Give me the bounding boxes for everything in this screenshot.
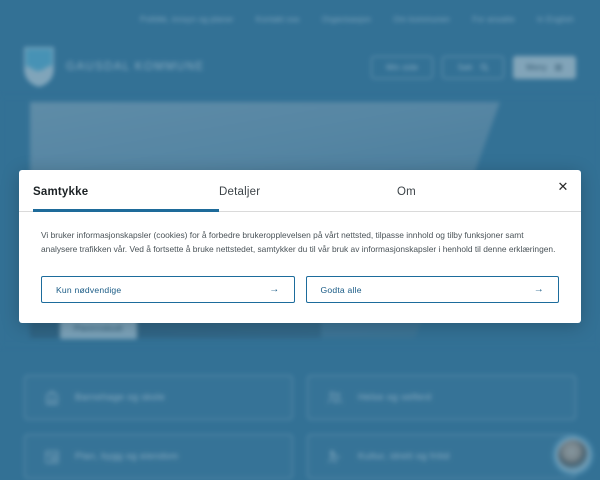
reject-optional-cookies-button[interactable]: Kun nødvendige → xyxy=(41,276,295,304)
brand-name: GAUSDAL KOMMUNE xyxy=(66,61,205,73)
quick-link-label: Helse og velferd xyxy=(358,392,432,403)
quick-link-card-barnehage-og-skole[interactable]: Barnehage og skole xyxy=(24,375,293,420)
quick-link-card-kultur-idrett-og-fritid[interactable]: Kultur, idrett og fritid xyxy=(307,434,576,479)
consent-description: Vi bruker informasjonskapsler (cookies) … xyxy=(41,230,556,254)
accept-button-label: Godta alle xyxy=(320,284,362,295)
hero-pill-label: Planinnsbudt xyxy=(74,324,123,333)
search-label: Søk xyxy=(457,62,473,72)
quick-link-label: Barnehage og skole xyxy=(75,392,165,403)
tab-samtykke[interactable]: Samtykke xyxy=(33,170,219,212)
chat-avatar[interactable] xyxy=(556,438,590,472)
my-page-button[interactable]: Min side xyxy=(371,55,434,79)
my-page-label: Min side xyxy=(386,62,419,72)
close-icon[interactable]: ✕ xyxy=(555,178,571,194)
backpack-icon xyxy=(46,390,58,405)
sports-icon xyxy=(328,450,341,464)
consent-body: Vi bruker informasjonskapsler (cookies) … xyxy=(19,212,581,260)
search-button[interactable]: Søk xyxy=(442,55,505,79)
hamburger-icon xyxy=(555,64,562,70)
accept-all-cookies-button[interactable]: Godta alle → xyxy=(305,276,559,304)
consent-tablist: Samtykke Detaljer Om xyxy=(19,170,581,212)
topnav-link-kontakt[interactable]: Kontakt oss xyxy=(255,14,300,24)
arrow-right-icon: → xyxy=(269,284,280,296)
tab-detaljer[interactable]: Detaljer xyxy=(219,170,397,212)
arrow-right-icon: → xyxy=(533,284,544,296)
people-icon xyxy=(328,391,342,403)
coat-of-arms-icon xyxy=(24,47,54,87)
quick-link-label: Plan, bygg og eiendom xyxy=(75,451,179,462)
quick-link-card-helse-og-velferd[interactable]: Helse og velferd xyxy=(307,375,576,420)
menu-label: Meny xyxy=(526,62,547,72)
consent-actions: Kun nødvendige → Godta alle → xyxy=(19,260,581,323)
brand-logo-link[interactable]: GAUSDAL KOMMUNE xyxy=(24,47,205,87)
quick-link-card-plan-bygg-og-eiendom[interactable]: Plan, bygg og eiendom xyxy=(24,434,293,479)
quick-link-label: Kultur, idrett og fritid xyxy=(358,451,450,462)
topnav-link-organisasjon[interactable]: Organisasjon xyxy=(321,14,372,24)
search-icon xyxy=(480,63,489,72)
topnav-link-in-english[interactable]: In English xyxy=(536,14,574,24)
top-utility-nav: Politikk, innsyn og planer Kontakt oss O… xyxy=(0,0,600,38)
tab-om[interactable]: Om xyxy=(397,170,567,212)
topnav-link-om-kommunen[interactable]: Om kommunen xyxy=(393,14,451,24)
header-actions: Min side Søk Meny xyxy=(371,55,576,79)
quick-links-grid: Barnehage og skole Helse og velferd xyxy=(0,375,600,479)
topnav-link-politikk[interactable]: Politikk, innsyn og planer xyxy=(140,14,234,24)
cookie-consent-dialog: ✕ Samtykke Detaljer Om Vi bruker informa… xyxy=(19,170,581,324)
reject-button-label: Kun nødvendige xyxy=(56,284,122,295)
blueprint-icon xyxy=(45,449,59,464)
topnav-link-for-ansatte[interactable]: For ansatte xyxy=(472,14,515,24)
menu-button[interactable]: Meny xyxy=(513,55,576,79)
site-header: GAUSDAL KOMMUNE Min side Søk Meny xyxy=(0,38,600,96)
